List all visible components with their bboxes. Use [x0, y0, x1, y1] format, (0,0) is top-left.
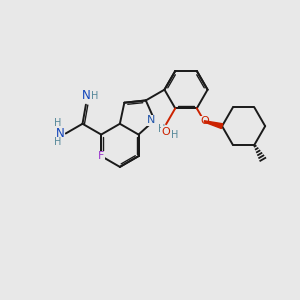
Text: O: O: [201, 116, 209, 126]
Text: H: H: [54, 137, 62, 147]
Text: O: O: [162, 127, 170, 136]
Text: N: N: [147, 115, 155, 125]
Text: H: H: [91, 91, 99, 101]
Text: F: F: [98, 151, 104, 161]
Text: N: N: [56, 127, 64, 140]
Text: H: H: [172, 130, 179, 140]
Text: H: H: [158, 124, 165, 134]
Polygon shape: [204, 121, 223, 128]
Text: H: H: [54, 118, 62, 128]
Text: N: N: [82, 89, 90, 102]
